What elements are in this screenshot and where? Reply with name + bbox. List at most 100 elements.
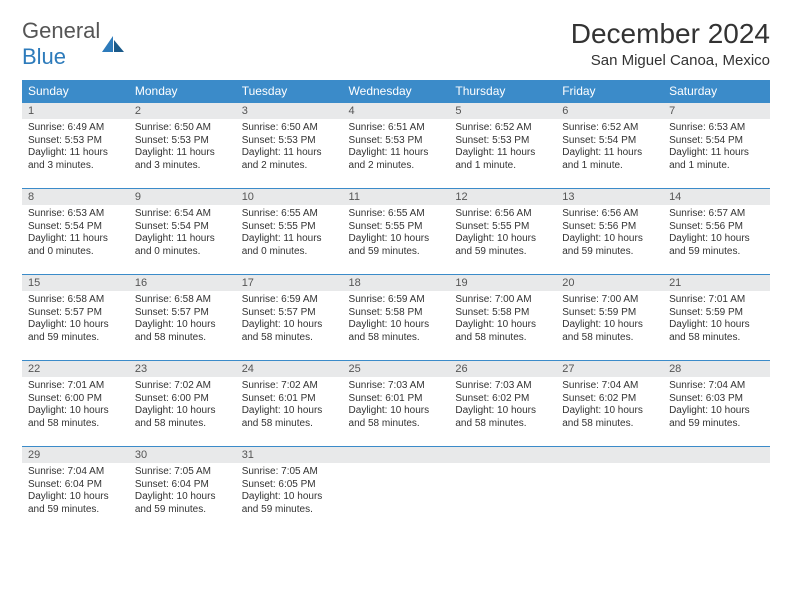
calendar-cell: 6Sunrise: 6:52 AMSunset: 5:54 PMDaylight… (556, 103, 663, 189)
day-body: Sunrise: 6:52 AMSunset: 5:54 PMDaylight:… (556, 119, 663, 176)
calendar-cell: 30Sunrise: 7:05 AMSunset: 6:04 PMDayligh… (129, 447, 236, 533)
day-number: 10 (236, 189, 343, 205)
day-body: Sunrise: 7:01 AMSunset: 5:59 PMDaylight:… (663, 291, 770, 348)
day-header: Monday (129, 80, 236, 103)
calendar-cell: 27Sunrise: 7:04 AMSunset: 6:02 PMDayligh… (556, 361, 663, 447)
day-number: 31 (236, 447, 343, 463)
day-body: Sunrise: 6:59 AMSunset: 5:58 PMDaylight:… (343, 291, 450, 348)
day-body: Sunrise: 7:00 AMSunset: 5:58 PMDaylight:… (449, 291, 556, 348)
logo-blue: Blue (22, 44, 66, 69)
day-body: Sunrise: 6:54 AMSunset: 5:54 PMDaylight:… (129, 205, 236, 262)
day-body: Sunrise: 7:05 AMSunset: 6:05 PMDaylight:… (236, 463, 343, 520)
calendar-row: 15Sunrise: 6:58 AMSunset: 5:57 PMDayligh… (22, 275, 770, 361)
day-body: Sunrise: 6:52 AMSunset: 5:53 PMDaylight:… (449, 119, 556, 176)
calendar-cell: 28Sunrise: 7:04 AMSunset: 6:03 PMDayligh… (663, 361, 770, 447)
calendar-row: 22Sunrise: 7:01 AMSunset: 6:00 PMDayligh… (22, 361, 770, 447)
day-number: 23 (129, 361, 236, 377)
day-number: 21 (663, 275, 770, 291)
calendar-cell: 2Sunrise: 6:50 AMSunset: 5:53 PMDaylight… (129, 103, 236, 189)
day-body: Sunrise: 6:49 AMSunset: 5:53 PMDaylight:… (22, 119, 129, 176)
day-body: Sunrise: 7:01 AMSunset: 6:00 PMDaylight:… (22, 377, 129, 434)
day-body: Sunrise: 7:02 AMSunset: 6:01 PMDaylight:… (236, 377, 343, 434)
day-header: Wednesday (343, 80, 450, 103)
day-number: 8 (22, 189, 129, 205)
day-number: 17 (236, 275, 343, 291)
day-body: Sunrise: 7:03 AMSunset: 6:02 PMDaylight:… (449, 377, 556, 434)
calendar-table: SundayMondayTuesdayWednesdayThursdayFrid… (22, 80, 770, 533)
calendar-cell: 31Sunrise: 7:05 AMSunset: 6:05 PMDayligh… (236, 447, 343, 533)
calendar-cell: 15Sunrise: 6:58 AMSunset: 5:57 PMDayligh… (22, 275, 129, 361)
calendar-cell: 24Sunrise: 7:02 AMSunset: 6:01 PMDayligh… (236, 361, 343, 447)
logo-general: General (22, 18, 100, 43)
day-body: Sunrise: 6:50 AMSunset: 5:53 PMDaylight:… (236, 119, 343, 176)
day-number: 4 (343, 103, 450, 119)
day-body: Sunrise: 6:53 AMSunset: 5:54 PMDaylight:… (22, 205, 129, 262)
logo: General Blue (22, 18, 124, 70)
logo-text: General Blue (22, 18, 100, 70)
day-body: Sunrise: 6:50 AMSunset: 5:53 PMDaylight:… (129, 119, 236, 176)
calendar-cell: 5Sunrise: 6:52 AMSunset: 5:53 PMDaylight… (449, 103, 556, 189)
title-block: December 2024 San Miguel Canoa, Mexico (571, 18, 770, 69)
calendar-cell: 19Sunrise: 7:00 AMSunset: 5:58 PMDayligh… (449, 275, 556, 361)
calendar-cell: 13Sunrise: 6:56 AMSunset: 5:56 PMDayligh… (556, 189, 663, 275)
day-number: 9 (129, 189, 236, 205)
day-body: Sunrise: 7:04 AMSunset: 6:04 PMDaylight:… (22, 463, 129, 520)
day-number: 18 (343, 275, 450, 291)
calendar-cell: 23Sunrise: 7:02 AMSunset: 6:00 PMDayligh… (129, 361, 236, 447)
day-body: Sunrise: 7:02 AMSunset: 6:00 PMDaylight:… (129, 377, 236, 434)
calendar-cell (663, 447, 770, 533)
day-number: 30 (129, 447, 236, 463)
day-body: Sunrise: 6:57 AMSunset: 5:56 PMDaylight:… (663, 205, 770, 262)
calendar-cell: 17Sunrise: 6:59 AMSunset: 5:57 PMDayligh… (236, 275, 343, 361)
day-number: 13 (556, 189, 663, 205)
day-body: Sunrise: 6:58 AMSunset: 5:57 PMDaylight:… (22, 291, 129, 348)
calendar-cell: 7Sunrise: 6:53 AMSunset: 5:54 PMDaylight… (663, 103, 770, 189)
day-number: 25 (343, 361, 450, 377)
day-number: 20 (556, 275, 663, 291)
day-number: 12 (449, 189, 556, 205)
day-number: 16 (129, 275, 236, 291)
day-number: 19 (449, 275, 556, 291)
calendar-cell (343, 447, 450, 533)
day-number: 27 (556, 361, 663, 377)
day-number: 22 (22, 361, 129, 377)
day-number: 7 (663, 103, 770, 119)
calendar-cell: 21Sunrise: 7:01 AMSunset: 5:59 PMDayligh… (663, 275, 770, 361)
calendar-cell: 25Sunrise: 7:03 AMSunset: 6:01 PMDayligh… (343, 361, 450, 447)
calendar-cell: 10Sunrise: 6:55 AMSunset: 5:55 PMDayligh… (236, 189, 343, 275)
calendar-row: 8Sunrise: 6:53 AMSunset: 5:54 PMDaylight… (22, 189, 770, 275)
day-body: Sunrise: 7:04 AMSunset: 6:03 PMDaylight:… (663, 377, 770, 434)
month-title: December 2024 (571, 18, 770, 50)
calendar-cell: 20Sunrise: 7:00 AMSunset: 5:59 PMDayligh… (556, 275, 663, 361)
calendar-cell: 4Sunrise: 6:51 AMSunset: 5:53 PMDaylight… (343, 103, 450, 189)
day-header: Thursday (449, 80, 556, 103)
header: General Blue December 2024 San Miguel Ca… (22, 18, 770, 70)
day-header: Friday (556, 80, 663, 103)
day-header: Saturday (663, 80, 770, 103)
day-body: Sunrise: 6:56 AMSunset: 5:55 PMDaylight:… (449, 205, 556, 262)
day-body: Sunrise: 7:05 AMSunset: 6:04 PMDaylight:… (129, 463, 236, 520)
calendar-row: 29Sunrise: 7:04 AMSunset: 6:04 PMDayligh… (22, 447, 770, 533)
day-body: Sunrise: 6:55 AMSunset: 5:55 PMDaylight:… (236, 205, 343, 262)
calendar-cell: 14Sunrise: 6:57 AMSunset: 5:56 PMDayligh… (663, 189, 770, 275)
calendar-cell: 11Sunrise: 6:55 AMSunset: 5:55 PMDayligh… (343, 189, 450, 275)
calendar-cell: 1Sunrise: 6:49 AMSunset: 5:53 PMDaylight… (22, 103, 129, 189)
day-number: 5 (449, 103, 556, 119)
calendar-cell (449, 447, 556, 533)
day-number: 28 (663, 361, 770, 377)
day-number: 1 (22, 103, 129, 119)
day-body: Sunrise: 7:04 AMSunset: 6:02 PMDaylight:… (556, 377, 663, 434)
day-number: 2 (129, 103, 236, 119)
day-body: Sunrise: 7:03 AMSunset: 6:01 PMDaylight:… (343, 377, 450, 434)
day-body: Sunrise: 6:56 AMSunset: 5:56 PMDaylight:… (556, 205, 663, 262)
calendar-cell: 18Sunrise: 6:59 AMSunset: 5:58 PMDayligh… (343, 275, 450, 361)
calendar-cell: 8Sunrise: 6:53 AMSunset: 5:54 PMDaylight… (22, 189, 129, 275)
day-number: 3 (236, 103, 343, 119)
calendar-cell (556, 447, 663, 533)
location: San Miguel Canoa, Mexico (571, 52, 770, 69)
day-number: 6 (556, 103, 663, 119)
calendar-row: 1Sunrise: 6:49 AMSunset: 5:53 PMDaylight… (22, 103, 770, 189)
day-body: Sunrise: 6:55 AMSunset: 5:55 PMDaylight:… (343, 205, 450, 262)
day-body: Sunrise: 6:58 AMSunset: 5:57 PMDaylight:… (129, 291, 236, 348)
day-number: 26 (449, 361, 556, 377)
